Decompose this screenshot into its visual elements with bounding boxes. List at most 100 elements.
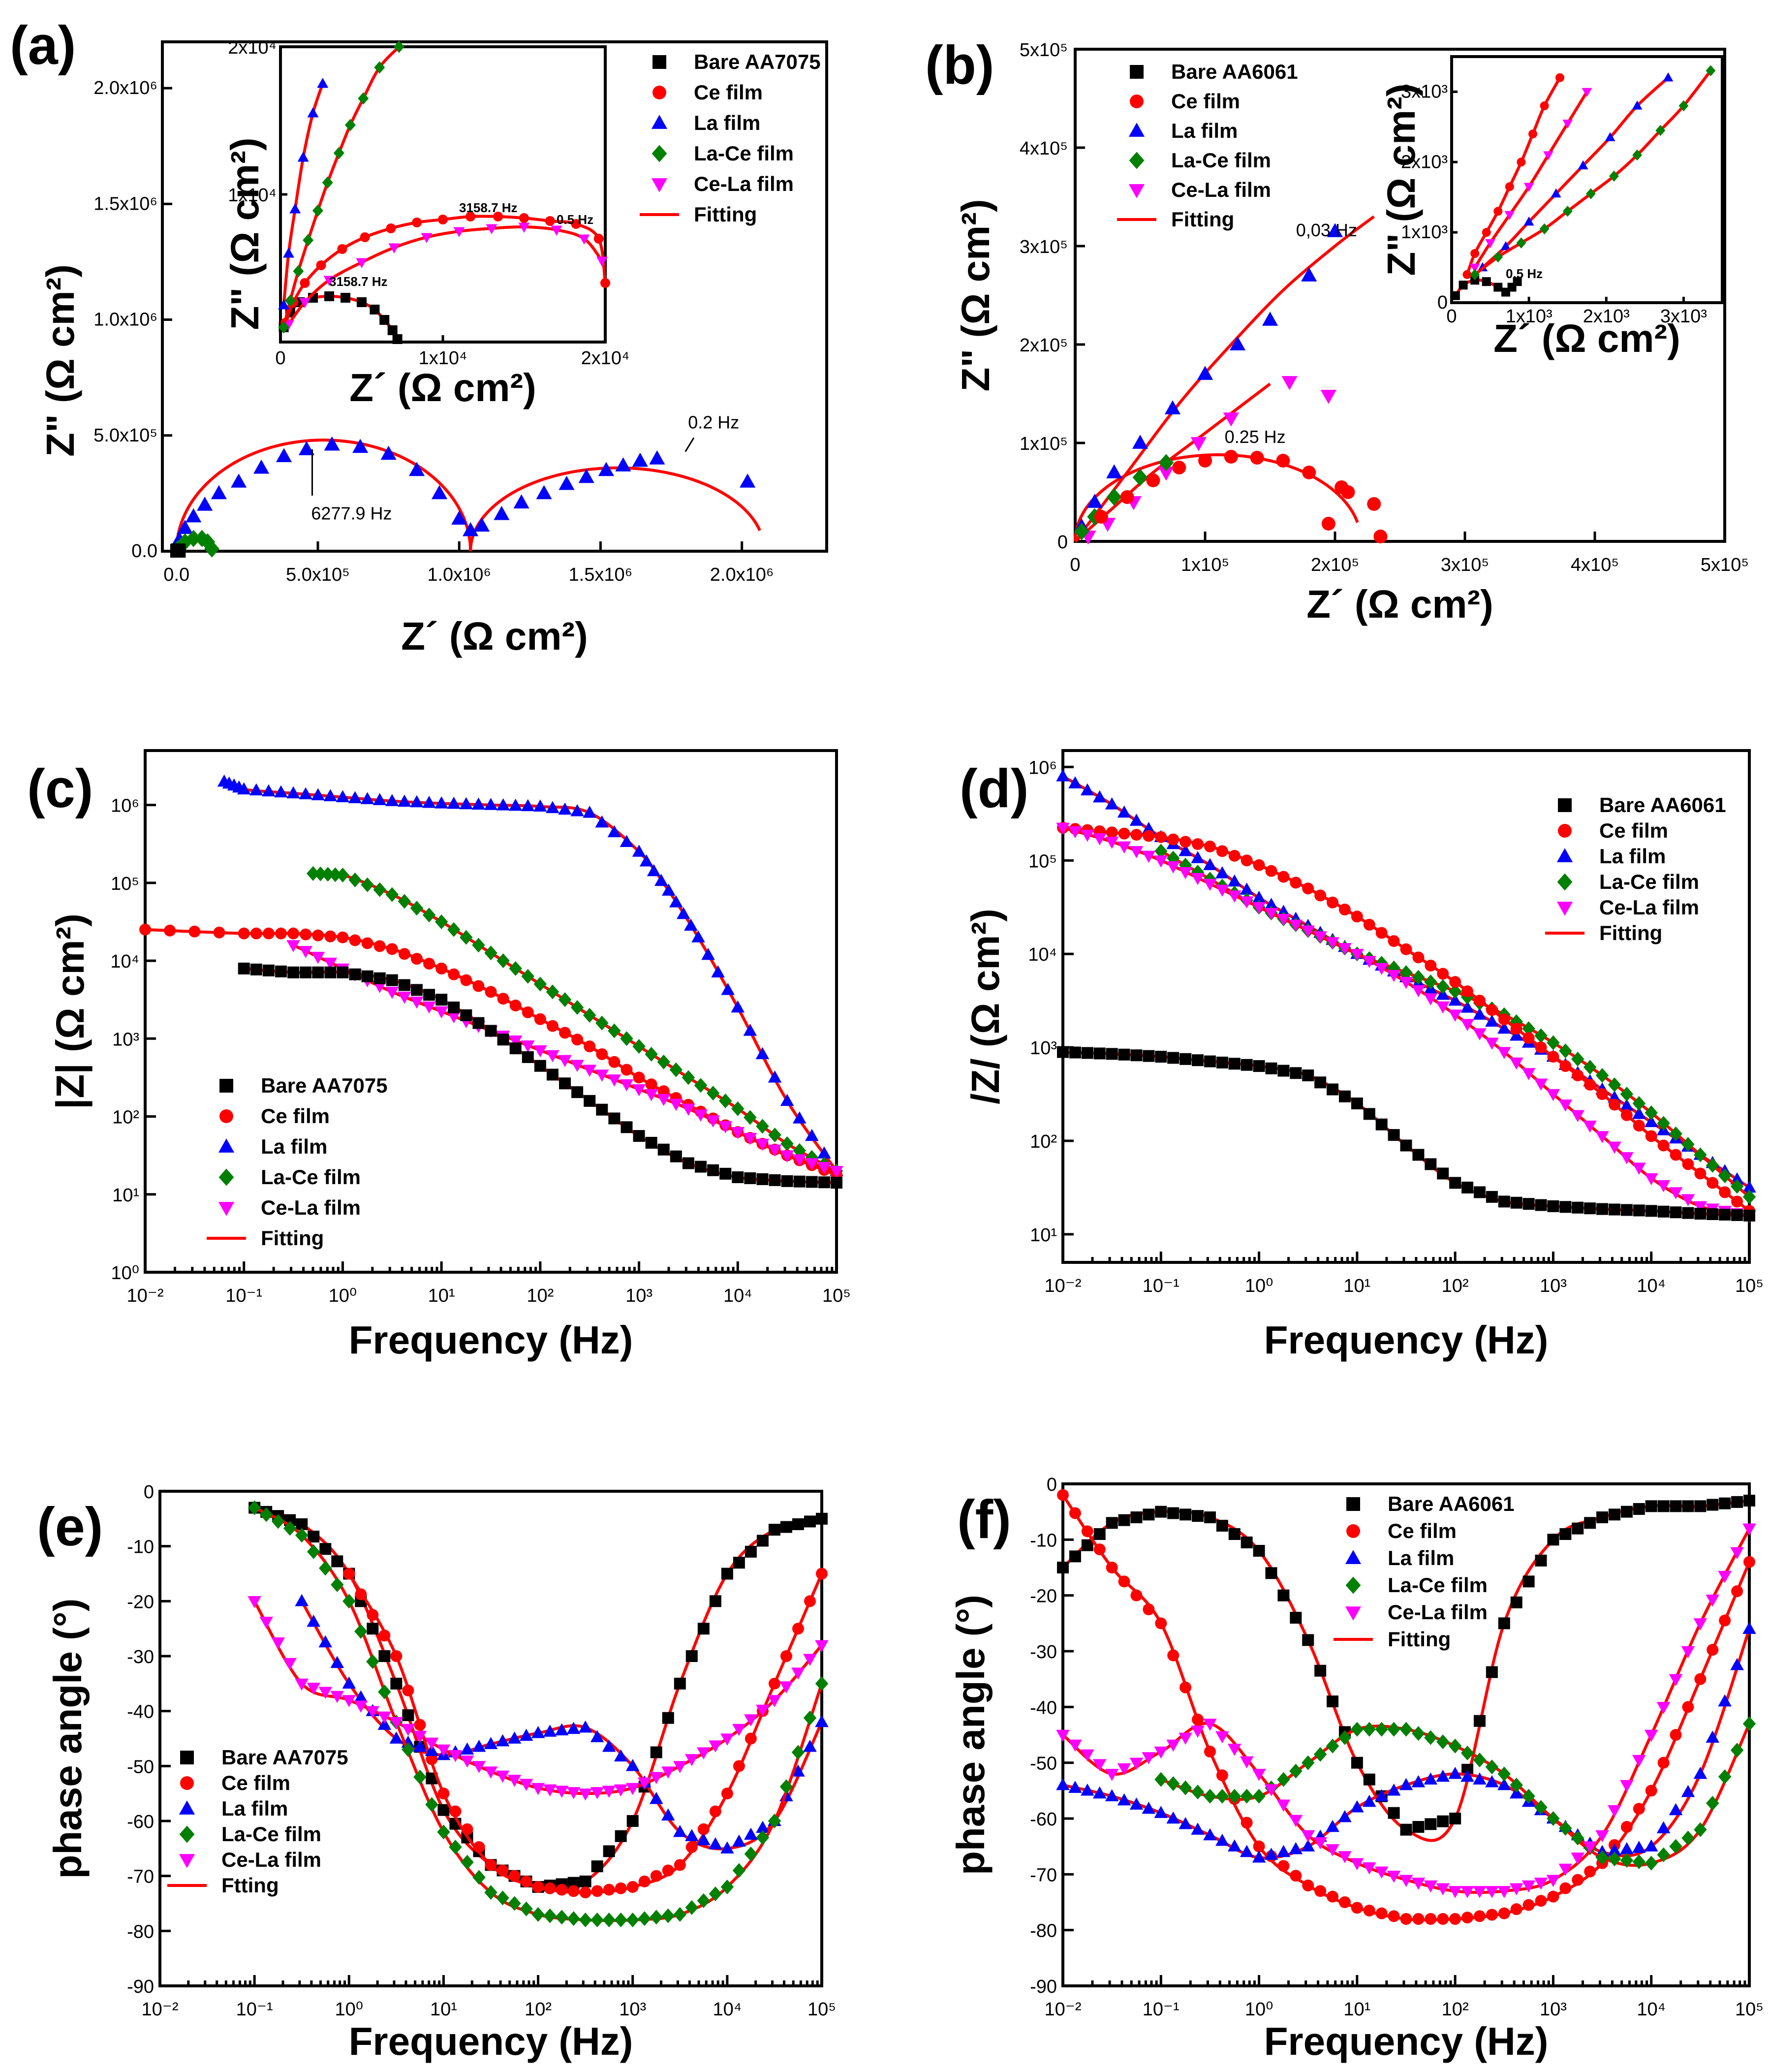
data-point [744, 1827, 758, 1840]
inset-y-axis-title: Z" (Ω cm²) [1379, 84, 1423, 276]
data-point [792, 1518, 804, 1530]
data-point [649, 1772, 663, 1785]
data-point [1313, 1747, 1327, 1762]
data-point [1473, 1886, 1487, 1898]
data-point [337, 966, 349, 978]
data-point [1252, 1850, 1266, 1863]
data-point [1522, 1789, 1535, 1804]
data-point [472, 1017, 485, 1029]
data-point [1087, 494, 1103, 508]
x-tick-label: 1.5x10⁶ [569, 565, 633, 585]
y-tick-label: -10 [127, 1537, 154, 1558]
legend-marker [1558, 824, 1572, 838]
data-point [496, 1890, 509, 1906]
data-point [1313, 931, 1327, 943]
legend-label: Ce-La film [1599, 896, 1699, 919]
data-point [1142, 850, 1156, 863]
data-point [649, 450, 665, 465]
data-point [437, 1788, 450, 1800]
data-point [1632, 1106, 1646, 1119]
data-point [1276, 1799, 1291, 1812]
data-point [299, 946, 312, 958]
x-tick-label: 3x10⁵ [1441, 555, 1489, 575]
data-point [603, 1845, 615, 1857]
data-point [295, 1594, 309, 1606]
data-point [1375, 927, 1388, 939]
data-point [806, 1176, 818, 1188]
data-point [792, 1154, 807, 1166]
y-tick-label: 10³ [112, 1029, 139, 1050]
data-point [779, 1681, 793, 1694]
inset-data-point [1551, 188, 1561, 198]
data-point [521, 969, 534, 984]
data-point [1180, 1681, 1192, 1694]
y-tick-label: 0 [144, 1482, 154, 1503]
inset-data-point [1663, 72, 1674, 82]
data-point [1301, 1830, 1315, 1843]
data-point [410, 953, 423, 965]
data-point [275, 965, 287, 977]
data-point [1240, 896, 1254, 909]
data-point [661, 1908, 675, 1923]
data-point [1595, 1068, 1609, 1083]
data-point [677, 907, 690, 919]
data-point [1069, 1046, 1081, 1059]
data-point [1281, 376, 1298, 390]
data-point [1657, 1116, 1670, 1131]
data-point [249, 783, 263, 796]
data-point [1596, 1088, 1609, 1100]
data-point [1081, 1047, 1093, 1059]
plot-frame [1074, 48, 1726, 543]
data-point [1190, 437, 1207, 451]
y-tick-label: -90 [1030, 1977, 1057, 1997]
data-point [1486, 1004, 1498, 1016]
data-point [1302, 1880, 1314, 1891]
data-point [1498, 1907, 1510, 1919]
data-point [744, 1172, 756, 1184]
y-tick-label: 1.5x10⁶ [93, 193, 157, 214]
data-point [1473, 1753, 1487, 1767]
data-point [1227, 1839, 1242, 1852]
data-point [286, 786, 300, 799]
inset-data-point [551, 225, 562, 236]
data-point [1535, 1041, 1547, 1054]
data-point [1718, 1694, 1732, 1707]
data-point [1302, 466, 1316, 479]
data-point [507, 1731, 522, 1744]
data-point [349, 968, 361, 980]
data-point [792, 1623, 804, 1635]
data-point [768, 1144, 782, 1157]
legend-label: Ftting [221, 1874, 279, 1897]
data-point [1192, 1510, 1204, 1522]
legend-marker [1130, 94, 1144, 108]
data-point [437, 1824, 450, 1840]
data-point [451, 510, 467, 525]
data-point [295, 1528, 309, 1543]
data-point [377, 1711, 392, 1724]
inset-data-point [1513, 277, 1522, 286]
data-point [1179, 1817, 1192, 1829]
legend: Bare AA7075 Ce film La film La-Ce film Ce-La… [640, 50, 821, 226]
data-point [1118, 1048, 1130, 1061]
inset-data-point [278, 299, 290, 310]
data-point [262, 784, 276, 797]
inset-x-tick-label: 0 [275, 348, 285, 369]
data-point [1437, 968, 1449, 980]
data-point [1068, 1781, 1082, 1793]
data-point [1241, 1537, 1253, 1548]
data-point [1559, 1528, 1572, 1540]
data-point [410, 795, 424, 808]
legend-marker [1128, 184, 1145, 198]
data-point [1093, 1543, 1106, 1556]
panel-a: (a) 0.0 5.0x10⁵ 1.0x10⁶ 1.5x10⁶ 2.0x10⁶ 0.0 5.0… [10, 15, 828, 658]
data-point [744, 1110, 757, 1125]
data-point [1448, 993, 1462, 1006]
data-point [768, 1677, 780, 1690]
data-point [1608, 1852, 1621, 1867]
y-tick-label: -20 [1030, 1586, 1057, 1607]
data-point [1179, 1732, 1192, 1745]
data-point [816, 1512, 828, 1525]
inset-data-point [1485, 239, 1495, 249]
inset-data-point [493, 212, 503, 221]
data-point [1707, 1644, 1719, 1656]
